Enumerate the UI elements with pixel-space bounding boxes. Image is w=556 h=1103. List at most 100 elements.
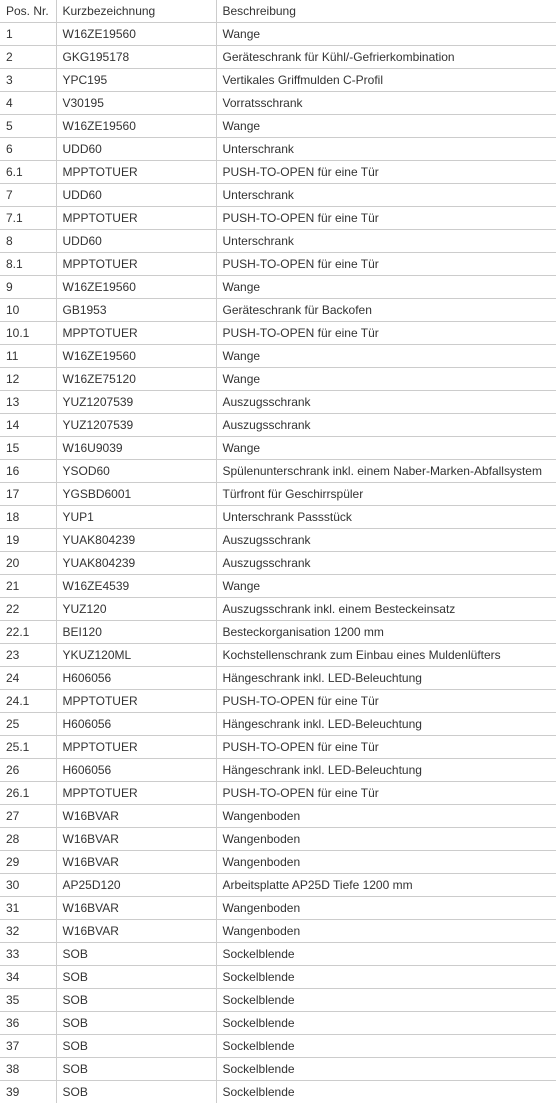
cell-beschr: Sockelblende xyxy=(216,966,556,989)
cell-beschr: Vorratsschrank xyxy=(216,92,556,115)
cell-beschr: Sockelblende xyxy=(216,989,556,1012)
table-row: 21W16ZE4539Wange xyxy=(0,575,556,598)
cell-pos: 7 xyxy=(0,184,56,207)
cell-kurz: SOB xyxy=(56,1081,216,1103)
table-row: 38SOBSockelblende xyxy=(0,1058,556,1081)
cell-kurz: W16BVAR xyxy=(56,805,216,828)
table-row: 36SOBSockelblende xyxy=(0,1012,556,1035)
cell-pos: 19 xyxy=(0,529,56,552)
cell-beschr: Unterschrank xyxy=(216,230,556,253)
cell-pos: 6.1 xyxy=(0,161,56,184)
table-row: 6.1MPPTOTUERPUSH-TO-OPEN für eine Tür xyxy=(0,161,556,184)
cell-beschr: Wange xyxy=(216,368,556,391)
cell-kurz: MPPTOTUER xyxy=(56,736,216,759)
table-row: 29W16BVARWangenboden xyxy=(0,851,556,874)
cell-kurz: UDD60 xyxy=(56,184,216,207)
cell-kurz: SOB xyxy=(56,1058,216,1081)
cell-beschr: Sockelblende xyxy=(216,1012,556,1035)
cell-beschr: PUSH-TO-OPEN für eine Tür xyxy=(216,782,556,805)
table-row: 22.1BEI120Besteckorganisation 1200 mm xyxy=(0,621,556,644)
cell-beschr: Wange xyxy=(216,23,556,46)
table-row: 4V30195Vorratsschrank xyxy=(0,92,556,115)
cell-beschr: Wangenboden xyxy=(216,920,556,943)
cell-pos: 33 xyxy=(0,943,56,966)
cell-pos: 28 xyxy=(0,828,56,851)
table-row: 3YPC195Vertikales Griffmulden C-Profil xyxy=(0,69,556,92)
table-row: 28W16BVARWangenboden xyxy=(0,828,556,851)
table-row: 7UDD60Unterschrank xyxy=(0,184,556,207)
cell-kurz: YUZ1207539 xyxy=(56,391,216,414)
cell-kurz: H606056 xyxy=(56,713,216,736)
cell-kurz: BEI120 xyxy=(56,621,216,644)
cell-beschr: Wange xyxy=(216,437,556,460)
cell-beschr: Wange xyxy=(216,345,556,368)
cell-beschr: Wange xyxy=(216,575,556,598)
cell-pos: 15 xyxy=(0,437,56,460)
cell-pos: 7.1 xyxy=(0,207,56,230)
cell-pos: 5 xyxy=(0,115,56,138)
cell-kurz: W16BVAR xyxy=(56,897,216,920)
cell-kurz: W16BVAR xyxy=(56,851,216,874)
table-row: 24H606056Hängeschrank inkl. LED-Beleucht… xyxy=(0,667,556,690)
cell-kurz: MPPTOTUER xyxy=(56,322,216,345)
cell-pos: 9 xyxy=(0,276,56,299)
cell-kurz: MPPTOTUER xyxy=(56,207,216,230)
table-row: 33SOBSockelblende xyxy=(0,943,556,966)
cell-pos: 31 xyxy=(0,897,56,920)
cell-pos: 32 xyxy=(0,920,56,943)
table-row: 35SOBSockelblende xyxy=(0,989,556,1012)
table-row: 14YUZ1207539Auszugsschrank xyxy=(0,414,556,437)
cell-kurz: W16ZE75120 xyxy=(56,368,216,391)
cell-beschr: Wangenboden xyxy=(216,828,556,851)
cell-beschr: PUSH-TO-OPEN für eine Tür xyxy=(216,736,556,759)
cell-kurz: SOB xyxy=(56,943,216,966)
table-row: 15W16U9039Wange xyxy=(0,437,556,460)
cell-kurz: YPC195 xyxy=(56,69,216,92)
cell-pos: 22 xyxy=(0,598,56,621)
cell-kurz: W16ZE19560 xyxy=(56,276,216,299)
cell-pos: 26 xyxy=(0,759,56,782)
cell-beschr: Wangenboden xyxy=(216,897,556,920)
cell-beschr: Wangenboden xyxy=(216,805,556,828)
cell-beschr: Kochstellenschrank zum Einbau eines Muld… xyxy=(216,644,556,667)
cell-pos: 34 xyxy=(0,966,56,989)
cell-pos: 17 xyxy=(0,483,56,506)
cell-beschr: PUSH-TO-OPEN für eine Tür xyxy=(216,207,556,230)
cell-pos: 35 xyxy=(0,989,56,1012)
table-row: 26H606056Hängeschrank inkl. LED-Beleucht… xyxy=(0,759,556,782)
cell-pos: 30 xyxy=(0,874,56,897)
cell-kurz: MPPTOTUER xyxy=(56,782,216,805)
cell-kurz: MPPTOTUER xyxy=(56,161,216,184)
cell-pos: 36 xyxy=(0,1012,56,1035)
cell-kurz: W16BVAR xyxy=(56,920,216,943)
cell-pos: 37 xyxy=(0,1035,56,1058)
cell-kurz: GB1953 xyxy=(56,299,216,322)
table-row: 8.1MPPTOTUERPUSH-TO-OPEN für eine Tür xyxy=(0,253,556,276)
cell-kurz: YGSBD6001 xyxy=(56,483,216,506)
cell-kurz: W16ZE19560 xyxy=(56,23,216,46)
cell-beschr: Auszugsschrank xyxy=(216,529,556,552)
cell-beschr: Sockelblende xyxy=(216,1081,556,1103)
cell-beschr: Wange xyxy=(216,276,556,299)
cell-pos: 3 xyxy=(0,69,56,92)
cell-beschr: Arbeitsplatte AP25D Tiefe 1200 mm xyxy=(216,874,556,897)
cell-beschr: Auszugsschrank xyxy=(216,391,556,414)
cell-beschr: Unterschrank xyxy=(216,138,556,161)
cell-pos: 38 xyxy=(0,1058,56,1081)
table-row: 2GKG195178Geräteschrank für Kühl/-Gefrie… xyxy=(0,46,556,69)
cell-pos: 23 xyxy=(0,644,56,667)
cell-pos: 6 xyxy=(0,138,56,161)
cell-kurz: YUP1 xyxy=(56,506,216,529)
cell-kurz: H606056 xyxy=(56,667,216,690)
cell-pos: 10.1 xyxy=(0,322,56,345)
table-row: 20YUAK804239Auszugsschrank xyxy=(0,552,556,575)
cell-beschr: Wange xyxy=(216,115,556,138)
table-row: 32W16BVARWangenboden xyxy=(0,920,556,943)
table-row: 6UDD60Unterschrank xyxy=(0,138,556,161)
cell-pos: 2 xyxy=(0,46,56,69)
cell-kurz: SOB xyxy=(56,1035,216,1058)
table-row: 23YKUZ120MLKochstellenschrank zum Einbau… xyxy=(0,644,556,667)
cell-pos: 22.1 xyxy=(0,621,56,644)
cell-kurz: MPPTOTUER xyxy=(56,253,216,276)
table-row: 39SOBSockelblende xyxy=(0,1081,556,1103)
